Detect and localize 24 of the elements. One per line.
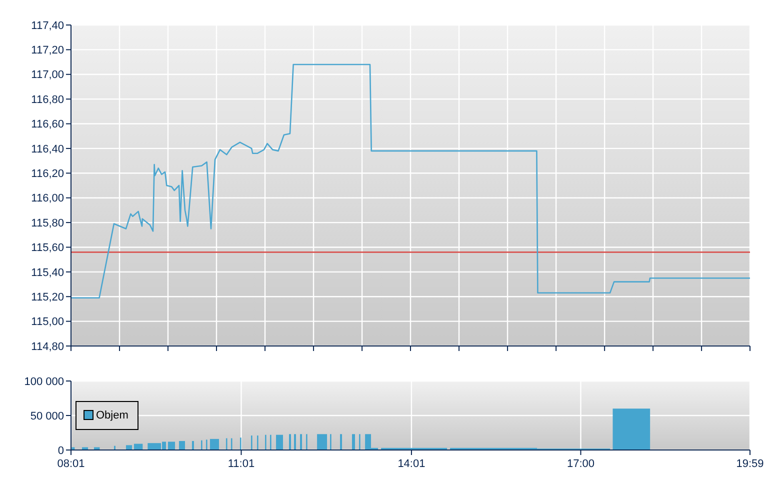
x-tick-label: 11:01 xyxy=(228,458,255,470)
y-tick-label: 50 000 xyxy=(30,410,64,422)
text: Objem xyxy=(96,410,128,422)
y-tick-label: 115,60 xyxy=(31,242,64,254)
x-tick-label: 19:59 xyxy=(736,458,764,470)
y-tick-label: 115,80 xyxy=(31,217,64,230)
y-tick-label: 116,00 xyxy=(31,192,64,205)
y-tick-label: 115,00 xyxy=(31,316,64,328)
y-tick-label: 116,80 xyxy=(31,94,64,106)
y-tick-label: 117,20 xyxy=(31,44,64,57)
y-tick-label: 116,60 xyxy=(31,118,64,131)
y-tick-label: 115,20 xyxy=(31,291,64,304)
y-tick-label: 0 xyxy=(58,444,64,457)
y-tick-label: 117,00 xyxy=(31,69,64,82)
x-tick-label: 14:01 xyxy=(398,458,426,470)
y-tick-label: 117,40 xyxy=(31,20,64,32)
y-tick-label: 114,80 xyxy=(31,340,64,353)
x-tick-label: 08:01 xyxy=(57,458,85,470)
y-tick-label: 100 000 xyxy=(24,376,64,388)
line-series xyxy=(70,64,751,298)
y-tick-label: 116,40 xyxy=(31,143,64,156)
y-tick-label: 116,20 xyxy=(31,168,64,180)
y-tick-label: 115,40 xyxy=(31,266,64,279)
x-tick-label: 17:00 xyxy=(566,458,594,470)
